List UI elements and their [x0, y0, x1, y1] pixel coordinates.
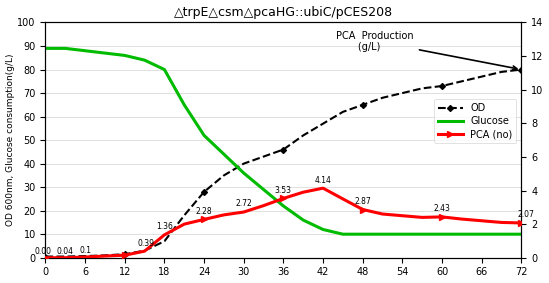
Text: 2.43: 2.43 [434, 204, 451, 213]
Text: 4.14: 4.14 [315, 176, 332, 185]
Text: 0.04: 0.04 [57, 246, 74, 256]
Text: 1.36: 1.36 [156, 222, 173, 231]
Text: 2.28: 2.28 [196, 207, 212, 216]
Y-axis label: OD 600nm, Glucose consumption(g/L): OD 600nm, Glucose consumption(g/L) [5, 54, 15, 226]
Text: 0.00: 0.00 [34, 246, 51, 256]
Text: 2.72: 2.72 [236, 200, 252, 209]
Text: 2.87: 2.87 [354, 197, 371, 206]
Text: 2.07: 2.07 [517, 210, 534, 219]
Text: 0.39: 0.39 [137, 239, 154, 248]
Text: 3.53: 3.53 [275, 186, 292, 195]
Title: △trpE△csm△pcaHG::ubiC/pCES208: △trpE△csm△pcaHG::ubiC/pCES208 [174, 6, 393, 19]
Legend: OD, Glucose, PCA (no): OD, Glucose, PCA (no) [434, 100, 517, 143]
Text: PCA  Production
       (g/L): PCA Production (g/L) [337, 31, 517, 70]
Text: 0.1: 0.1 [79, 246, 91, 255]
